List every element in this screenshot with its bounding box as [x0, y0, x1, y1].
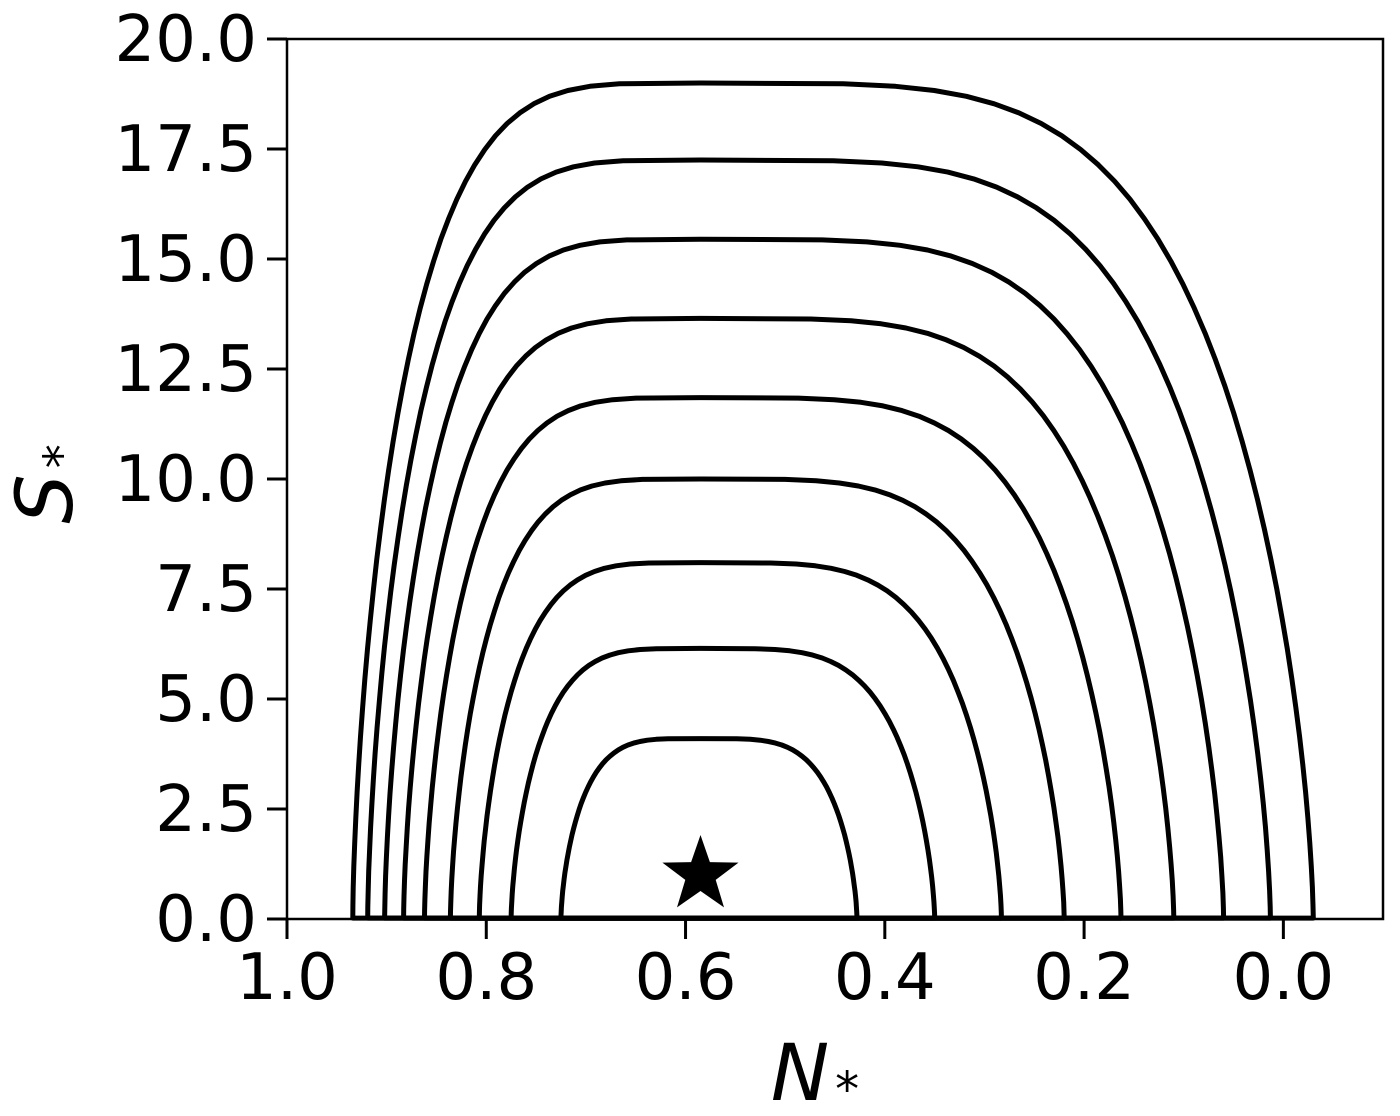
x-tick-label: 0.0	[1232, 941, 1334, 1015]
x-tick-label: 1.0	[236, 941, 338, 1015]
x-tick-label: 0.2	[1033, 941, 1135, 1015]
equilibrium-layer	[662, 835, 739, 908]
y-tick-label: 20.0	[115, 3, 258, 77]
x-axis: 1.0 0.8 0.6 0.4 0.2 0.0	[236, 919, 1334, 1015]
y-axis-label: S*	[1, 444, 91, 524]
y-tick-label: 15.0	[115, 223, 258, 297]
y-axis: 0.0 2.5 5.0 7.5 10.0 12.5 15.0 17.5 20.0	[115, 3, 287, 957]
x-tick-label: 0.4	[834, 941, 936, 1015]
y-tick-label: 2.5	[155, 773, 257, 847]
y-tick-label: 7.5	[155, 553, 257, 627]
x-tick-label: 0.8	[435, 941, 537, 1015]
y-tick-label: 17.5	[115, 113, 258, 187]
x-axis-label: N *	[771, 1029, 859, 1116]
y-tick-label: 0.0	[155, 883, 257, 957]
y-tick-label: 10.0	[115, 443, 258, 517]
y-tick-label: 5.0	[155, 663, 257, 737]
x-tick-label: 0.6	[635, 941, 737, 1015]
y-tick-label: 12.5	[115, 333, 258, 407]
equilibrium-star-marker	[662, 835, 739, 908]
